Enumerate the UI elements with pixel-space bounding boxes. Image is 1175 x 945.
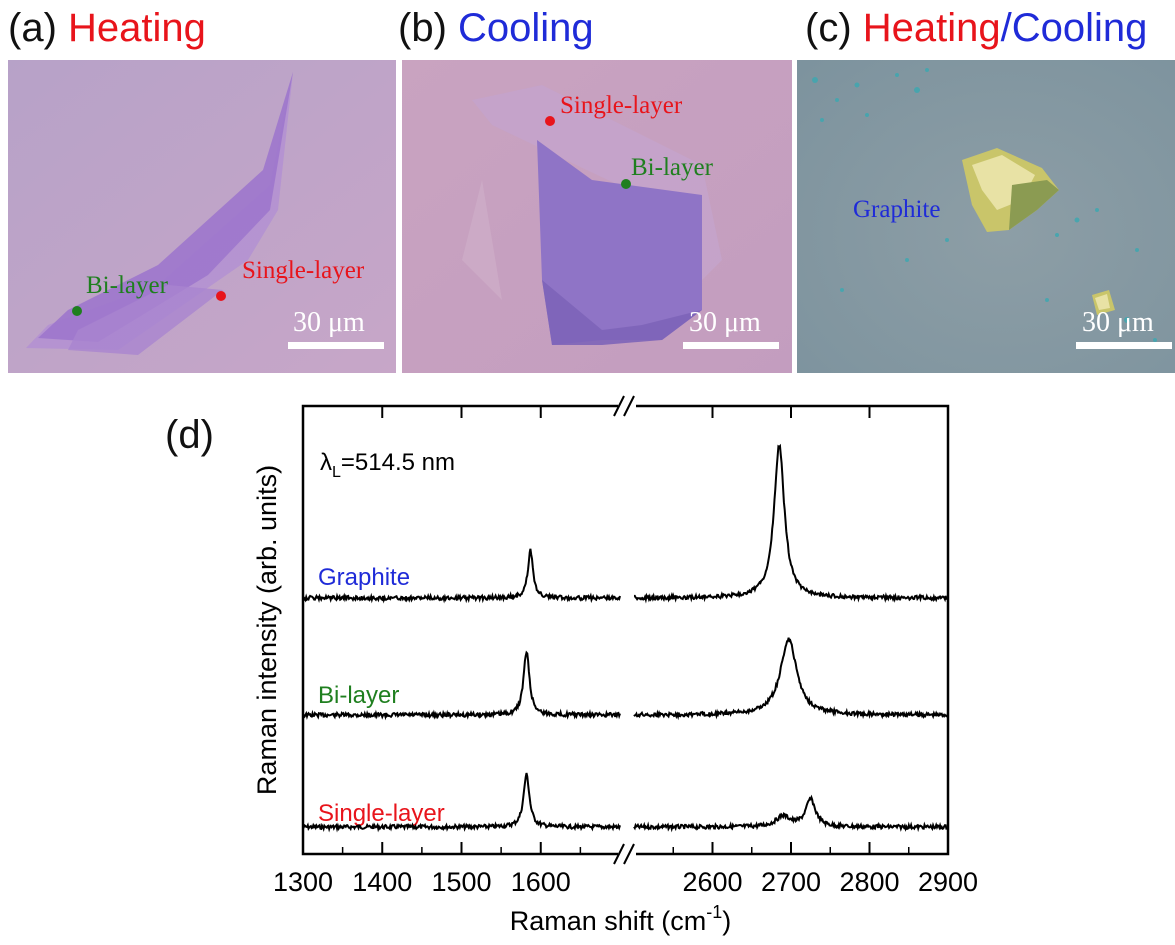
spectrum-single-layer-seg2	[633, 443, 949, 604]
x-tick-label-2900: 2900	[918, 867, 978, 897]
y-axis-label: Raman intensity (arb. units)	[252, 465, 282, 795]
panel-b-heading: Cooling	[458, 6, 594, 50]
micrograph-a: Bi-layer Single-layer 30 μm	[8, 60, 396, 373]
spectrum-graphite-seg1	[302, 772, 621, 833]
x-tick-label-1600: 1600	[511, 867, 571, 897]
panel-b-title: (b) Cooling	[398, 6, 594, 50]
x-tick-label-2600: 2600	[682, 867, 742, 897]
scale-bar-label-b: 30 μm	[689, 307, 761, 338]
bi-layer-marker-b	[621, 179, 631, 189]
x-tick-label-1500: 1500	[431, 867, 491, 897]
micrograph-b-image	[402, 60, 792, 373]
panel-a-title: (a) Heating	[8, 6, 206, 50]
single-layer-marker-a	[216, 291, 226, 301]
micrograph-b: Single-layer Bi-layer 30 μm	[402, 60, 792, 373]
x-axis-label: Raman shift (cm-1)	[510, 902, 732, 936]
axis-break-mark-bottom-1	[613, 843, 625, 865]
panel-c-letter: (c)	[805, 6, 852, 50]
panel-d-letter: (d)	[165, 413, 214, 457]
axis-break-mark-top-2	[623, 395, 635, 417]
series-label-bi-layer: Bi-layer	[318, 682, 399, 709]
spectrum-graphite-seg2	[633, 794, 949, 833]
raman-spectrum-svg: 1300 1400 1500 1600 2600 2700 2800 2900 Raman sh…	[252, 395, 978, 936]
x-tick-label-2700: 2700	[761, 867, 821, 897]
axis-break-mark-top-1	[613, 395, 625, 417]
bi-layer-marker-a	[72, 306, 82, 316]
micrograph-c: Graphite 30 μm	[797, 60, 1175, 373]
micrograph-c-image	[797, 60, 1175, 373]
x-tick-label-1400: 1400	[352, 867, 412, 897]
x-tick-label-1300: 1300	[273, 867, 333, 897]
panel-c-heading-sep: /	[1000, 6, 1012, 50]
panel-b-letter: (b)	[398, 6, 447, 50]
panel-c-heading-cooling: Cooling	[1011, 6, 1148, 50]
scale-bar-b	[683, 342, 779, 349]
scale-bar-label-a: 30 μm	[293, 307, 365, 338]
scale-bar-label-c: 30 μm	[1082, 307, 1154, 338]
series-label-graphite: Graphite	[318, 564, 410, 591]
spectrum-bi-layer-seg1	[302, 650, 621, 721]
bi-layer-label-a: Bi-layer	[86, 272, 168, 299]
single-layer-label-a: Single-layer	[242, 257, 365, 284]
single-layer-label-b: Single-layer	[560, 92, 683, 119]
scale-bar-a	[288, 342, 384, 349]
panel-c-title: (c) Heating/Cooling	[805, 6, 1147, 50]
x-tick-label-2800: 2800	[839, 867, 899, 897]
single-layer-marker-b	[545, 116, 555, 126]
spectrum-bi-layer-seg2	[633, 637, 949, 721]
panel-a-heading: Heating	[68, 6, 206, 50]
spectrum-single-layer-seg1	[302, 548, 621, 604]
graphite-label-c: Graphite	[853, 196, 941, 223]
series-label-single-layer: Single-layer	[318, 800, 445, 827]
panel-c-heading-heating: Heating	[862, 6, 1001, 50]
raman-spectrum-chart: 1300 1400 1500 1600 2600 2700 2800 2900 Raman sh…	[0, 395, 1175, 940]
scale-bar-c	[1076, 342, 1172, 349]
panel-d-title: (d)	[165, 413, 214, 457]
axis-break-mark-bottom-2	[623, 843, 635, 865]
laser-wavelength-label: λL=514.5 nm	[320, 449, 455, 481]
panel-a-letter: (a)	[8, 6, 57, 50]
micrograph-a-image	[8, 60, 396, 373]
bi-layer-label-b: Bi-layer	[631, 154, 713, 181]
